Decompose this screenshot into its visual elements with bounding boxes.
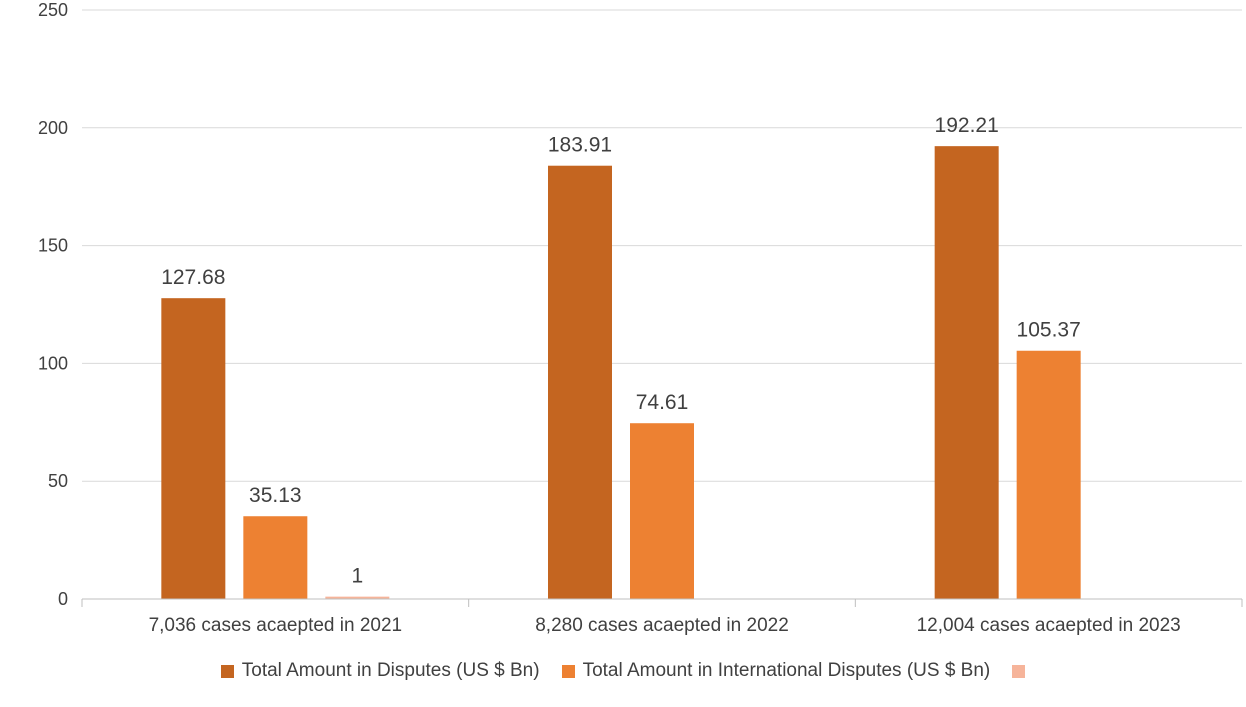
data-label: 127.68 — [161, 266, 225, 289]
y-tick-label: 0 — [58, 589, 68, 609]
y-tick-label: 200 — [38, 118, 68, 138]
x-axis: 7,036 cases acaepted in 2021 8,280 cases … — [81, 598, 1243, 636]
bar — [630, 423, 694, 599]
category-label: 8,280 cases acaepted in 2022 — [535, 615, 789, 636]
category-label: 12,004 cases acaepted in 2023 — [917, 615, 1181, 636]
legend-label: Total Amount in Disputes (US $ Bn) — [241, 660, 540, 681]
bar — [161, 298, 226, 599]
bar — [325, 596, 390, 599]
bar — [934, 146, 999, 599]
data-label: 183.91 — [548, 134, 612, 157]
legend-item — [1012, 664, 1026, 678]
data-label: 1 — [351, 565, 363, 588]
y-tick-label: 100 — [38, 353, 68, 373]
data-label: 192.21 — [935, 114, 999, 137]
legend: Total Amount in Disputes (US $ Bn) Total … — [0, 660, 1246, 682]
data-label: 35.13 — [249, 484, 302, 507]
bar — [1016, 350, 1081, 599]
y-tick-label: 250 — [38, 0, 68, 20]
legend-swatch — [1012, 664, 1026, 678]
bars: 127.68 35.13 1 183.91 74.61 192.21 105.37 — [161, 114, 1081, 599]
y-tick-label: 50 — [48, 471, 68, 491]
bar — [243, 516, 308, 599]
data-label: 105.37 — [1017, 319, 1081, 342]
y-axis: 0 50 100 150 200 250 — [38, 0, 68, 609]
data-label: 74.61 — [636, 391, 689, 414]
category-label: 7,036 cases acaepted in 2021 — [149, 615, 403, 636]
bar — [548, 165, 612, 599]
legend-item: Total Amount in Disputes (US $ Bn) — [220, 660, 540, 682]
y-tick-label: 150 — [38, 236, 68, 256]
legend-item: Total Amount in International Disputes (… — [561, 660, 991, 682]
legend-swatch — [220, 664, 234, 678]
legend-swatch — [561, 664, 575, 678]
legend-label: Total Amount in International Disputes (… — [582, 660, 991, 681]
